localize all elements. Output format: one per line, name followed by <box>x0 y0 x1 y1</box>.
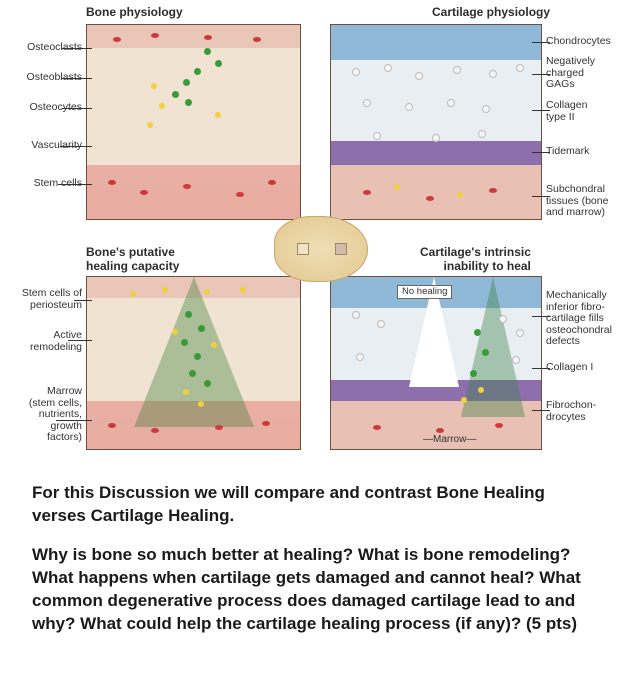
panel-cartilage-healing: No healing —Marrow— <box>330 276 542 450</box>
label-collagen-i: Collagen I <box>546 362 630 374</box>
figure-area: Bone physiology Cartilage physiology Bon… <box>0 0 634 470</box>
label-periosteum-stem: Stem cells of periosteum <box>4 288 82 311</box>
label-chondrocytes: Chondrocytes <box>546 36 630 48</box>
tag-marrow-text: Marrow <box>433 434 466 445</box>
tag-no-healing: No healing <box>397 285 452 299</box>
label-collagen-ii: Collagen type II <box>546 100 630 123</box>
title-bone-physiology: Bone physiology <box>86 6 183 20</box>
label-active-remodeling: Active remodeling <box>4 330 82 353</box>
label-marrow-factors: Marrow (stem cells, nutrients, growth fa… <box>4 386 82 444</box>
panel-bone-physiology <box>86 24 301 220</box>
title-cartilage-physiology: Cartilage physiology <box>432 6 550 20</box>
label-tidemark: Tidemark <box>546 146 630 158</box>
discussion-text: For this Discussion we will compare and … <box>0 470 634 636</box>
label-subchondral: Subchondral tissues (bone and marrow) <box>546 184 630 219</box>
label-fibrochondro: Fibrochon- drocytes <box>546 400 630 423</box>
title-bone-healing: Bone's putative healing capacity <box>86 246 179 274</box>
label-gags: Negatively charged GAGs <box>546 56 630 91</box>
discussion-intro: For this Discussion we will compare and … <box>32 482 602 528</box>
title-cartilage-healing: Cartilage's intrinsic inability to heal <box>420 246 531 274</box>
tag-marrow: —Marrow— <box>423 434 476 445</box>
panel-bone-healing <box>86 276 301 450</box>
hub-bone-icon <box>274 216 368 282</box>
panel-cartilage-physiology <box>330 24 542 220</box>
label-mech-inferior: Mechanically inferior fibro- cartilage f… <box>546 290 630 348</box>
discussion-questions: Why is bone so much better at healing? W… <box>32 544 602 636</box>
